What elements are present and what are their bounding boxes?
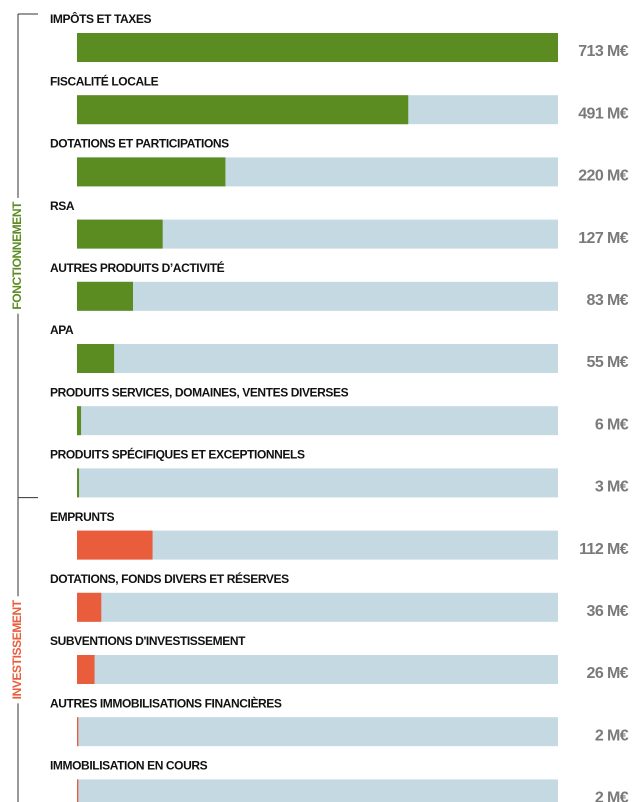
value-label: 6 M€ (595, 416, 629, 433)
category-label: APA (50, 323, 74, 337)
bar-track (77, 468, 558, 498)
bar (77, 33, 558, 62)
bar (77, 344, 115, 373)
bar (77, 95, 409, 125)
bar (77, 530, 153, 560)
value-label: 3 M€ (595, 479, 629, 496)
bar (77, 717, 79, 747)
value-label: 2 M€ (595, 727, 629, 744)
category-label: DOTATIONS ET PARTICIPATIONS (50, 137, 229, 151)
category-label: EMPRUNTS (50, 510, 115, 524)
bar-track (77, 281, 558, 311)
category-label: AUTRES IMMOBILISATIONS FINANCIÈRES (50, 695, 282, 710)
bar (77, 406, 82, 436)
bracket-gap (10, 197, 26, 314)
category-label: IMMOBILISATION EN COURS (50, 759, 208, 773)
bar-track (77, 655, 558, 684)
category-label: AUTRES PRODUITS D’ACTIVITÉ (50, 260, 225, 275)
group-label: INVESTISSEMENT (10, 599, 24, 699)
bar-track (77, 530, 558, 560)
bar-track (77, 406, 558, 436)
category-label: RSA (50, 199, 75, 213)
bar-track (77, 779, 558, 802)
bar-track (77, 344, 558, 373)
value-label: 713 M€ (578, 43, 628, 60)
category-label: PRODUITS SPÉCIFIQUES ET EXCEPTIONNELS (50, 447, 305, 462)
category-label: PRODUITS SERVICES, DOMAINES, VENTES DIVE… (50, 385, 349, 399)
category-label: SUBVENTIONS D'INVESTISSEMENT (50, 634, 246, 648)
bar (77, 592, 102, 622)
bar (77, 281, 133, 311)
bar-track (77, 592, 558, 622)
bar (77, 779, 79, 802)
bar (77, 468, 80, 498)
value-label: 491 M€ (578, 105, 628, 122)
value-label: 26 M€ (587, 665, 629, 682)
value-label: 112 M€ (579, 541, 629, 558)
bar (77, 219, 163, 249)
value-label: 36 M€ (587, 603, 629, 620)
bracket-gap (10, 596, 26, 704)
bar (77, 655, 95, 684)
value-label: 220 M€ (578, 168, 628, 185)
group-label: FONCTIONNEMENT (10, 201, 24, 310)
bar (77, 157, 226, 187)
value-label: 2 M€ (595, 790, 629, 802)
category-label: IMPÔTS ET TAXES (50, 11, 152, 26)
category-label: DOTATIONS, FONDS DIVERS ET RÉSERVES (50, 571, 289, 586)
value-label: 127 M€ (578, 230, 628, 247)
value-label: 55 M€ (587, 354, 629, 371)
bar-track (77, 717, 558, 747)
value-label: 83 M€ (587, 292, 629, 309)
category-label: FISCALITÉ LOCALE (50, 73, 159, 88)
